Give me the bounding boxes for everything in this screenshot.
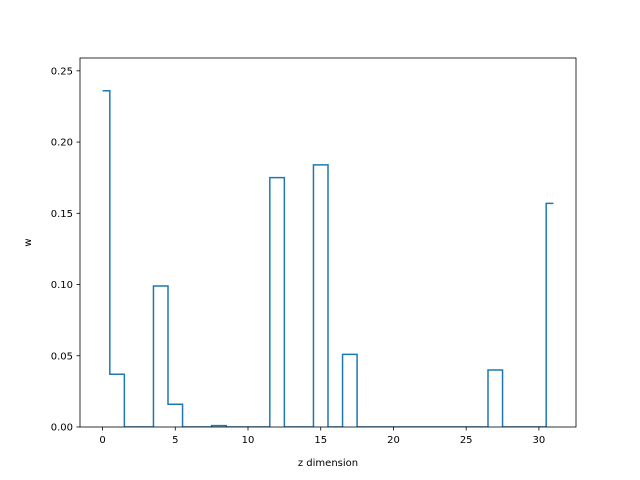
x-tick-label: 20 bbox=[387, 435, 400, 446]
x-tick-label: 5 bbox=[172, 435, 178, 446]
y-tick-label: 0.00 bbox=[51, 423, 73, 434]
y-tick-label: 0.20 bbox=[51, 138, 73, 149]
x-tick-label: 10 bbox=[242, 435, 255, 446]
y-tick-label: 0.25 bbox=[51, 66, 73, 77]
y-axis-label: w bbox=[23, 238, 34, 246]
y-tick-label: 0.05 bbox=[51, 351, 73, 362]
axes: 0 5 10 15 20 25 30 0.00 0.05 0.10 0.15 0.20 0.25 bbox=[51, 57, 577, 446]
x-tick-label: 25 bbox=[460, 435, 473, 446]
plot-area bbox=[102, 90, 554, 427]
x-axis-label: z dimension bbox=[298, 458, 358, 469]
series-0 bbox=[102, 90, 554, 427]
x-tick-label: 15 bbox=[314, 435, 327, 446]
x-tick-label: 30 bbox=[533, 435, 546, 446]
y-tick-label: 0.10 bbox=[51, 280, 73, 291]
y-tick-label: 0.15 bbox=[51, 209, 73, 220]
x-tick-label: 0 bbox=[99, 435, 105, 446]
step-line bbox=[102, 90, 554, 427]
axes-frame bbox=[79, 57, 577, 428]
